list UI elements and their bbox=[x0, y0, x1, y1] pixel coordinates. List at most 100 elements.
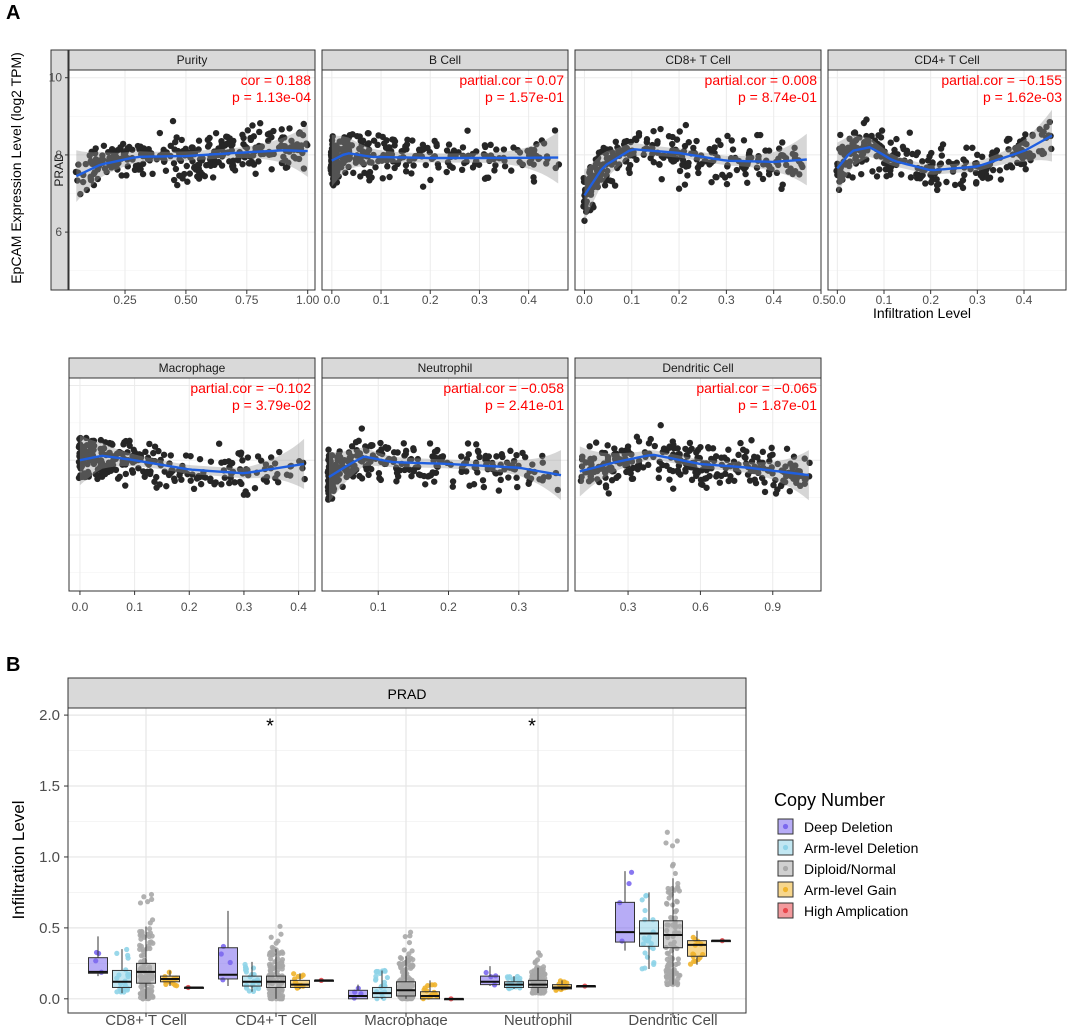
data-point bbox=[592, 439, 600, 446]
data-point bbox=[479, 477, 487, 484]
data-point bbox=[469, 164, 477, 171]
data-point bbox=[410, 162, 417, 169]
box-body bbox=[112, 969, 132, 988]
data-point bbox=[183, 162, 190, 170]
trend-line bbox=[328, 455, 562, 479]
data-point bbox=[704, 444, 712, 451]
data-point bbox=[835, 186, 843, 194]
data-point bbox=[106, 440, 114, 447]
box-point bbox=[663, 840, 669, 846]
box-point bbox=[643, 892, 649, 899]
data-point bbox=[356, 450, 364, 457]
box-point bbox=[666, 981, 672, 987]
data-point bbox=[199, 155, 206, 162]
correlation-label: partial.cor = 0.07 bbox=[459, 72, 564, 88]
data-point bbox=[91, 150, 99, 157]
box-panel-strip bbox=[67, 677, 747, 709]
box-point bbox=[404, 970, 410, 977]
data-point bbox=[708, 178, 715, 186]
box-point bbox=[125, 952, 131, 958]
data-point bbox=[670, 445, 678, 452]
legend-dot bbox=[782, 844, 789, 851]
data-point bbox=[325, 496, 332, 503]
data-point bbox=[768, 464, 775, 471]
box-point bbox=[141, 958, 147, 964]
data-point bbox=[844, 160, 852, 167]
data-point bbox=[907, 174, 915, 181]
box-point bbox=[406, 951, 412, 957]
data-point bbox=[745, 149, 753, 157]
data-point bbox=[298, 142, 305, 149]
data-point bbox=[169, 117, 177, 125]
confidence-band bbox=[76, 125, 308, 202]
data-point bbox=[492, 161, 499, 169]
x-tick-label: CD8+ T Cell bbox=[105, 1012, 187, 1026]
data-point bbox=[526, 158, 534, 166]
box-point bbox=[422, 985, 428, 991]
data-point bbox=[505, 474, 512, 481]
data-point bbox=[586, 169, 594, 176]
data-point bbox=[124, 163, 132, 170]
data-point bbox=[433, 140, 440, 148]
data-point bbox=[609, 468, 616, 475]
data-point bbox=[656, 458, 663, 465]
data-point bbox=[586, 459, 594, 467]
data-point bbox=[962, 158, 970, 166]
box-point bbox=[149, 984, 155, 990]
y-axis-title-b: Infiltration Level bbox=[9, 800, 28, 919]
data-point bbox=[414, 455, 422, 463]
data-point bbox=[449, 483, 456, 490]
data-point bbox=[331, 146, 339, 154]
data-point bbox=[374, 141, 381, 149]
data-point bbox=[997, 176, 1005, 183]
box-point bbox=[124, 946, 130, 953]
box bbox=[687, 930, 707, 967]
data-point bbox=[87, 443, 94, 450]
data-point bbox=[797, 482, 804, 490]
data-point bbox=[338, 164, 345, 171]
trend-line bbox=[583, 148, 807, 197]
y-tick-label: 8 bbox=[55, 148, 62, 162]
data-point bbox=[135, 464, 142, 472]
x-tick-label: 0.4 bbox=[765, 293, 782, 307]
data-point bbox=[341, 138, 348, 145]
data-point bbox=[650, 127, 657, 135]
data-point bbox=[328, 465, 335, 472]
data-point bbox=[77, 472, 84, 479]
data-point bbox=[613, 164, 621, 172]
box-point bbox=[674, 899, 680, 905]
data-point bbox=[239, 152, 246, 159]
box bbox=[184, 984, 204, 991]
box-point bbox=[242, 961, 248, 968]
data-point bbox=[659, 448, 667, 456]
data-point bbox=[651, 442, 658, 450]
data-point bbox=[184, 178, 191, 185]
box-body bbox=[615, 901, 635, 943]
box bbox=[218, 910, 238, 987]
box-point bbox=[674, 838, 680, 844]
data-point bbox=[391, 142, 398, 149]
data-point bbox=[756, 171, 763, 178]
data-point bbox=[247, 136, 255, 144]
data-point bbox=[789, 150, 796, 158]
data-point bbox=[758, 474, 766, 482]
correlation-label: partial.cor = 0.008 bbox=[705, 72, 818, 88]
data-point bbox=[618, 447, 625, 454]
data-point bbox=[487, 141, 494, 149]
x-tick-label: 0.3 bbox=[471, 293, 488, 307]
y-axis-title-a: EpCAM Expression Level (log2 TPM) bbox=[8, 52, 24, 284]
data-point bbox=[328, 137, 336, 144]
data-point bbox=[141, 473, 148, 480]
data-point bbox=[135, 161, 142, 169]
data-point bbox=[627, 470, 634, 477]
data-point bbox=[732, 466, 740, 473]
data-point bbox=[439, 453, 447, 460]
box-point bbox=[626, 880, 632, 887]
data-point bbox=[146, 440, 153, 448]
data-point bbox=[108, 145, 116, 153]
data-point bbox=[218, 481, 225, 488]
data-point bbox=[783, 472, 790, 480]
data-point bbox=[98, 449, 105, 457]
data-point bbox=[234, 156, 242, 163]
data-point bbox=[359, 137, 367, 144]
